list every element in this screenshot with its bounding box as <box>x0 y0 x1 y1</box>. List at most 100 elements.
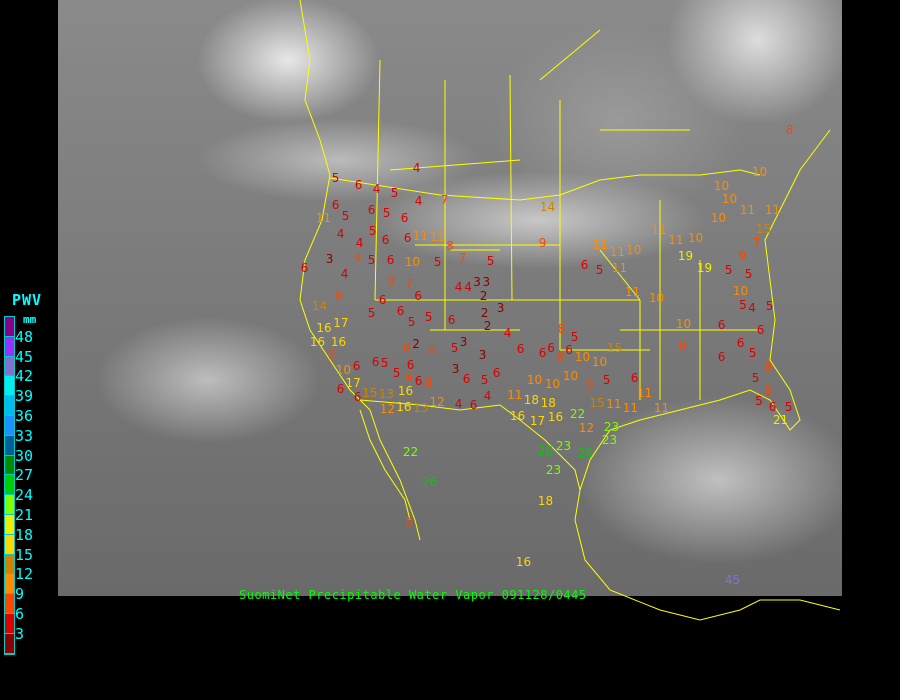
station-pwv-value: 11 <box>739 202 756 217</box>
station-pwv-value: 6 <box>371 354 380 369</box>
legend-tick-label: 30 <box>15 446 34 465</box>
legend-tick-label: 48 <box>15 327 34 346</box>
station-pwv-value: 7 <box>405 276 413 291</box>
station-pwv-value: 6 <box>400 210 409 225</box>
station-pwv-value: 16 <box>515 554 532 569</box>
station-pwv-value: 8 <box>446 238 454 253</box>
station-pwv-value: 9 <box>387 273 396 288</box>
station-pwv-value: 8 <box>403 340 411 355</box>
station-pwv-value: 3 <box>496 300 505 315</box>
station-pwv-value: 14 <box>311 298 328 313</box>
station-pwv-value: 5 <box>450 340 459 355</box>
station-pwv-value: 5 <box>570 329 579 344</box>
station-pwv-value: 5 <box>748 345 757 360</box>
legend-swatch <box>5 594 14 614</box>
station-pwv-value: 5 <box>480 372 489 387</box>
state-grid <box>374 29 760 400</box>
legend-tick-label: 12 <box>15 565 34 584</box>
station-pwv-value: 10 <box>710 210 727 225</box>
station-pwv-value: 6 <box>406 357 415 372</box>
legend-tick-label: 36 <box>15 407 34 425</box>
station-pwv-value: 6 <box>386 252 395 267</box>
station-pwv-value: 6 <box>353 389 362 404</box>
station-pwv-value: 5 <box>765 298 774 313</box>
station-pwv-value: 2 <box>479 288 488 303</box>
legend-swatch <box>5 475 14 496</box>
station-pwv-value: 9 <box>738 248 747 263</box>
station-pwv-value: 9 <box>353 250 362 265</box>
station-pwv-value: 6 <box>717 317 726 332</box>
station-pwv-value: 26 <box>537 443 554 458</box>
station-pwv-value: 3 <box>482 275 491 290</box>
mexico-border <box>359 399 581 491</box>
station-pwv-value: 5 <box>380 355 389 370</box>
station-pwv-value: 10 <box>574 349 591 364</box>
station-pwv-value: 6 <box>396 303 405 318</box>
station-pwv-value: 15 <box>606 340 623 355</box>
station-pwv-value: 5 <box>739 297 747 312</box>
legend-tick-label: 6 <box>15 605 25 623</box>
station-pwv-value: 11 <box>764 202 781 217</box>
station-pwv-value: 6 <box>300 260 309 275</box>
station-pwv-value: 6 <box>580 257 589 272</box>
legend-title: PWV <box>12 291 43 309</box>
station-pwv-value: 18 <box>523 392 539 407</box>
station-pwv-value: 15 <box>589 395 605 410</box>
station-pwv-value: 11 <box>611 260 628 275</box>
station-pwv-value: 4 <box>464 279 472 294</box>
station-pwv-value: 11 <box>429 229 445 244</box>
station-pwv-value: 8 <box>764 383 772 398</box>
gulf-coast <box>579 129 831 491</box>
station-pwv-value: 9 <box>556 349 565 364</box>
legend-swatch <box>5 415 14 436</box>
station-pwv-value: 6 <box>768 399 777 414</box>
station-pwv-value: 17 <box>345 376 361 391</box>
station-pwv-value: 6 <box>447 312 456 327</box>
station-pwv-value: 11 <box>507 387 523 402</box>
station-pwv-value: 5 <box>724 262 733 277</box>
station-pwv-value: 19 <box>696 260 713 275</box>
legend-tick-label: 18 <box>15 525 34 544</box>
station-pwv-value: 16 <box>396 399 412 414</box>
station-pwv-value: 5 <box>784 399 793 414</box>
station-pwv-value: 6 <box>331 197 340 212</box>
station-pwv-value: 15 <box>755 221 772 236</box>
station-pwv-value: 3 <box>325 251 334 266</box>
station-pwv-value: 7 <box>458 250 467 265</box>
station-pwv-value: 4 <box>748 300 756 315</box>
west-coast <box>299 0 421 541</box>
station-pwv-value: 5 <box>331 170 340 185</box>
station-pwv-value: 6 <box>403 230 412 245</box>
station-pwv-value: 5 <box>602 372 611 387</box>
station-pwv-value: 6 <box>469 397 478 412</box>
station-pwv-value: 10 <box>721 192 738 207</box>
station-pwv-value: 23 <box>601 433 618 448</box>
station-pwv-value: 6 <box>717 349 726 364</box>
station-pwv-value: 10 <box>687 230 704 245</box>
station-pwv-value: 5 <box>744 266 753 281</box>
station-pwv-value: 16 <box>509 408 526 423</box>
caption: SuomiNet Precipitable Water Vapor 091128… <box>239 588 587 602</box>
station-pwv-value: 9 <box>404 370 413 385</box>
legend-tick-label: 39 <box>15 387 34 406</box>
legend-tick-label: 45 <box>15 347 34 366</box>
station-pwv-value: 12 <box>429 394 445 409</box>
legend-swatch <box>5 554 14 575</box>
station-pwv-value: 23 <box>545 462 562 477</box>
station-pwv-value: 5 <box>367 252 376 267</box>
station-pwv-value: 14 <box>539 199 556 214</box>
legend-swatch <box>5 613 14 634</box>
legend-swatch <box>5 336 14 357</box>
station-pwv-value: 21 <box>772 413 789 428</box>
station-pwv-value: 11 <box>636 385 653 400</box>
station-pwv-value: 17 <box>529 413 546 428</box>
station-pwv-value: 23 <box>555 438 572 453</box>
station-pwv-value: 16 <box>547 409 564 424</box>
station-pwv-value: 10 <box>335 362 352 377</box>
station-pwv-value: 11 <box>315 210 332 225</box>
station-pwv-value: 11 <box>609 244 625 259</box>
station-pwv-value: 4 <box>336 226 345 241</box>
station-pwv-value: 16 <box>330 334 347 349</box>
station-pwv-value: 9 <box>405 515 414 530</box>
station-pwv-value: 6 <box>565 342 573 357</box>
